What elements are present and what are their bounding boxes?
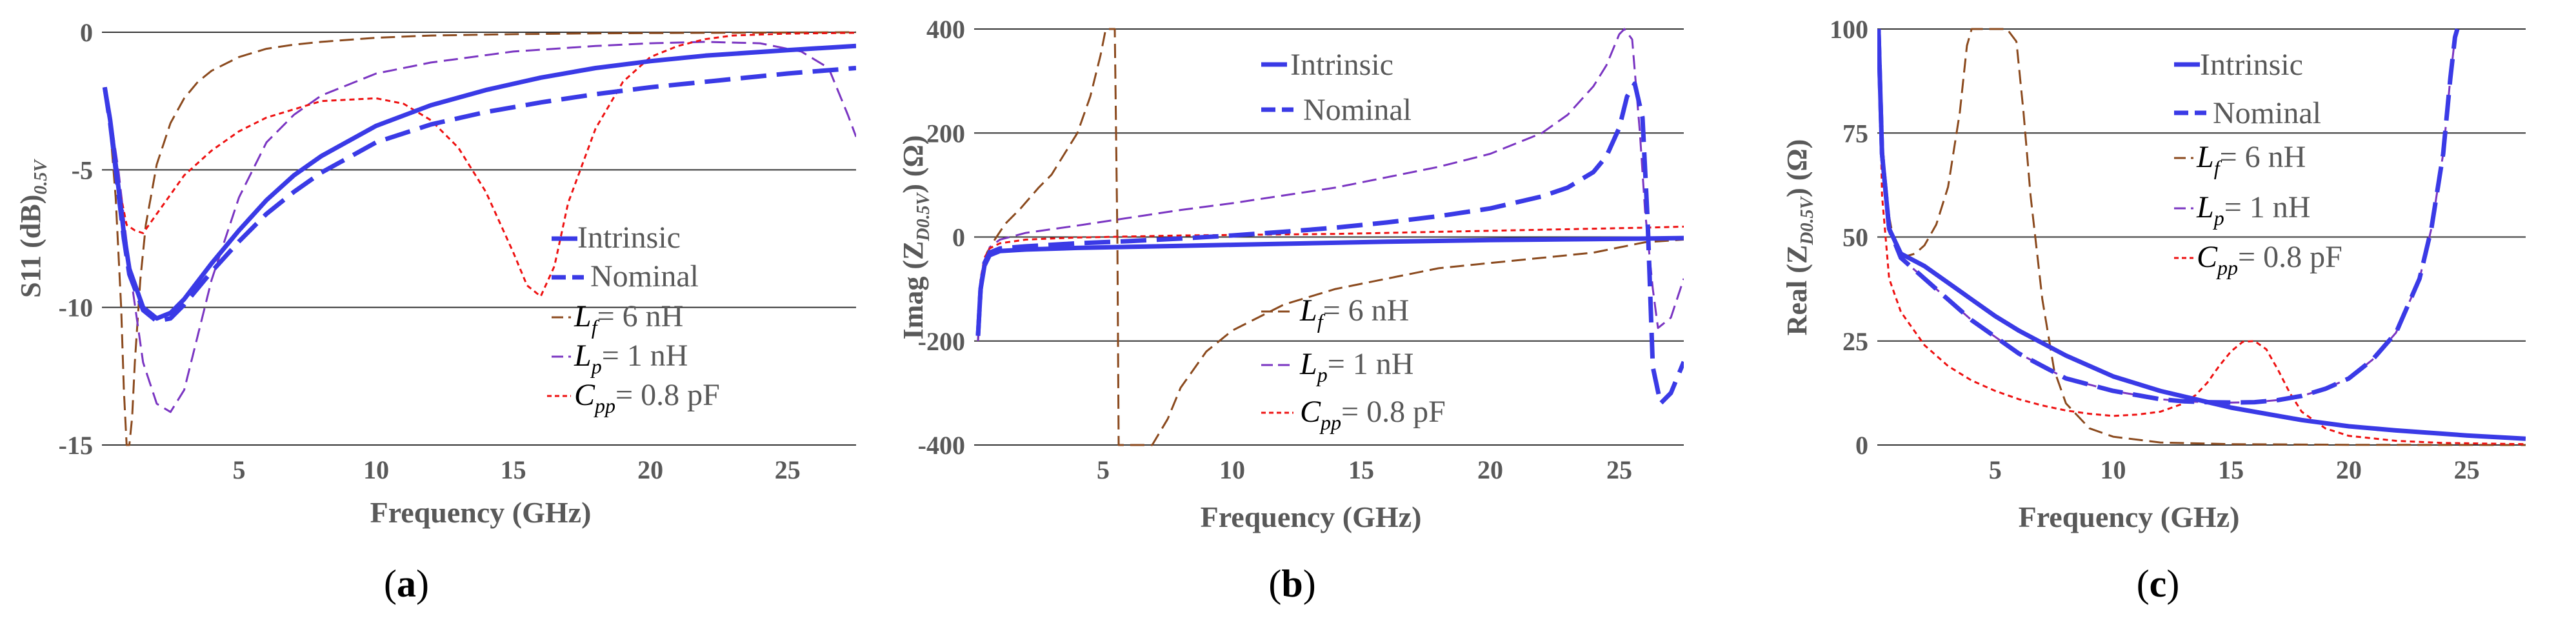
panel-c-caption: (c) bbox=[2137, 562, 2180, 605]
series-line-lf bbox=[103, 31, 856, 446]
legend-label-intrinsic: Intrinsic bbox=[2200, 48, 2303, 82]
legend-label-lf: Lf= 6 nH bbox=[574, 299, 683, 339]
legend-label-cpp: Cpp= 0.8 pF bbox=[1300, 395, 1446, 434]
y-tick-label: 200 bbox=[926, 119, 965, 148]
x-tick-label: 15 bbox=[1348, 455, 1374, 484]
panel-b-legend: Intrinsic Nominal Lf= 6 nH Lp= 1 nH Cpp=… bbox=[1261, 48, 1446, 434]
legend-label-intrinsic: Intrinsic bbox=[1290, 48, 1393, 82]
panel-b-plot-area: 400 200 0 -200 -400 5 10 15 20 25 bbox=[918, 15, 1684, 484]
series-line-intrinsic bbox=[1877, 28, 2526, 441]
series-group bbox=[102, 31, 856, 446]
series-line-intrinsic bbox=[102, 43, 856, 321]
x-tick-label: 10 bbox=[363, 455, 389, 484]
legend-label-lf: Lf= 6 nH bbox=[2196, 140, 2306, 179]
x-tick-label: 20 bbox=[1477, 455, 1503, 484]
legend-label-intrinsic: Intrinsic bbox=[577, 221, 681, 255]
x-tick-label: 20 bbox=[2336, 455, 2362, 484]
legend-label-lf: Lf= 6 nH bbox=[1299, 293, 1409, 333]
y-tick-label: 100 bbox=[1830, 15, 1868, 44]
y-tick-label: 400 bbox=[926, 15, 965, 44]
legend-label-cpp: Cpp= 0.8 pF bbox=[2197, 240, 2342, 279]
series-group bbox=[975, 28, 1684, 446]
x-tick-label: 10 bbox=[1219, 455, 1245, 484]
panel-b-caption: (b) bbox=[1268, 562, 1315, 605]
panel-a-legend: Intrinsic Nominal Lf= 6 nH Lp= 1 nH Cpp=… bbox=[547, 221, 720, 417]
legend-label-nominal: Nominal bbox=[590, 259, 699, 293]
y-tick-label: 25 bbox=[1842, 327, 1868, 356]
y-tick-label: -15 bbox=[59, 431, 93, 460]
legend-label-lp: Lp= 1 nH bbox=[1299, 347, 1413, 386]
series-line-nominal bbox=[102, 66, 856, 324]
y-tick-label: 0 bbox=[80, 18, 93, 47]
y-tick-label: -5 bbox=[72, 155, 93, 184]
series-line-intrinsic bbox=[975, 235, 1684, 336]
y-tick-label: 0 bbox=[952, 223, 965, 252]
y-tick-label: -200 bbox=[918, 327, 965, 356]
x-tick-label: 5 bbox=[233, 455, 246, 484]
panel-c-x-axis-title: Frequency (GHz) bbox=[2019, 500, 2240, 533]
x-tick-label: 10 bbox=[2100, 455, 2126, 484]
panel-a-y-axis-title: S11 (dB)0.5V bbox=[15, 159, 51, 298]
y-tick-label: 50 bbox=[1842, 223, 1868, 252]
series-line-nominal bbox=[1877, 28, 2460, 405]
legend-label-cpp: Cpp= 0.8 pF bbox=[574, 378, 720, 417]
panel-a-x-axis-title: Frequency (GHz) bbox=[370, 496, 592, 529]
panel-c-legend: Intrinsic Nominal Lf= 6 nH Lp= 1 nH Cpp=… bbox=[2174, 48, 2342, 279]
series-line-lf bbox=[977, 28, 1684, 446]
series-line-lp bbox=[1877, 28, 2459, 404]
panel-b-y-axis-title: Imag (ZD0.5V) (Ω) bbox=[897, 135, 934, 340]
panel-b: 400 200 0 -200 -400 5 10 15 20 25 Frequency (GHz)… bbox=[897, 15, 1684, 605]
series-line-cpp bbox=[103, 32, 856, 298]
legend-label-nominal: Nominal bbox=[1303, 93, 1412, 127]
y-tick-label: -400 bbox=[918, 431, 965, 460]
y-tick-label: -10 bbox=[59, 293, 93, 322]
x-tick-label: 5 bbox=[1989, 455, 2002, 484]
series-line-nominal bbox=[975, 81, 1684, 406]
panel-a-caption: (a) bbox=[384, 562, 429, 605]
panel-c-y-axis-title: Real (ZD0.5V) (Ω) bbox=[1781, 139, 1817, 336]
panel-a-plot-area: 0 -5 -10 -15 5 10 15 20 25 bbox=[59, 18, 856, 484]
legend-label-lp: Lp= 1 nH bbox=[574, 339, 688, 378]
series-line-lp bbox=[977, 28, 1684, 341]
x-tick-label: 25 bbox=[775, 455, 801, 484]
y-tick-label: 75 bbox=[1842, 119, 1868, 148]
legend-label-nominal: Nominal bbox=[2213, 96, 2321, 130]
y-tick-label: 0 bbox=[1855, 431, 1868, 460]
panel-a: 0 -5 -10 -15 5 10 15 20 25 Frequency (GHz) S11 (… bbox=[15, 18, 856, 605]
panel-c-plot-area: 100 75 50 25 0 5 10 15 20 25 bbox=[1830, 15, 2526, 484]
panel-c: 100 75 50 25 0 5 10 15 20 25 Frequency (GHz) Real… bbox=[1781, 15, 2526, 605]
x-tick-label: 20 bbox=[637, 455, 663, 484]
panel-b-x-axis-title: Frequency (GHz) bbox=[1201, 500, 1422, 533]
series-line-lp bbox=[103, 41, 856, 413]
x-tick-label: 25 bbox=[2454, 455, 2480, 484]
series-line-cpp bbox=[1877, 28, 2526, 446]
x-tick-label: 15 bbox=[2218, 455, 2244, 484]
x-tick-label: 5 bbox=[1097, 455, 1110, 484]
series-group bbox=[1877, 28, 2526, 446]
x-tick-label: 25 bbox=[1606, 455, 1632, 484]
series-line-lf bbox=[1877, 28, 2526, 446]
x-tick-label: 15 bbox=[501, 455, 526, 484]
legend-label-lp: Lp= 1 nH bbox=[2196, 190, 2310, 230]
